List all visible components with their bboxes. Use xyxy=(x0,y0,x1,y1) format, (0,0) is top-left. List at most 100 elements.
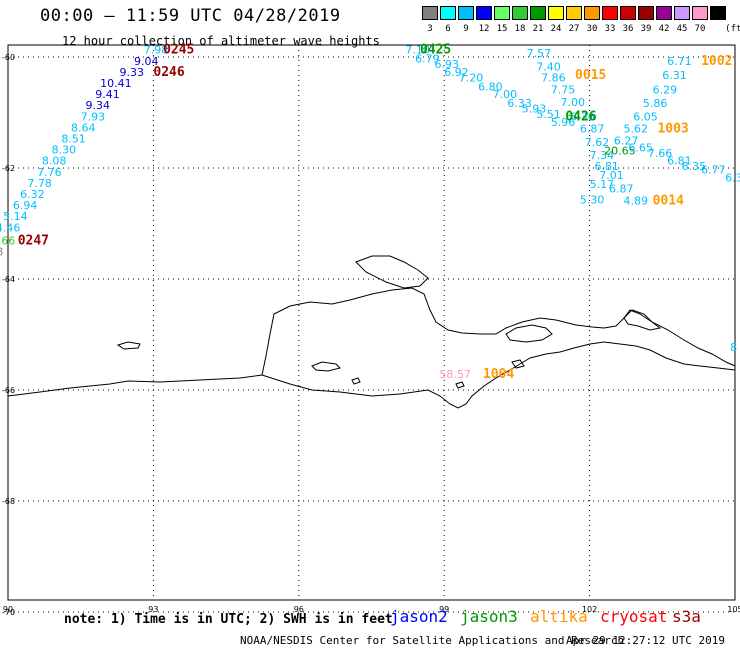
legend-label: 39 xyxy=(640,24,652,34)
legend-swatch xyxy=(512,6,528,20)
wave-height-value: 6.80 xyxy=(478,80,503,93)
legend-swatch xyxy=(620,6,636,20)
grid-lines xyxy=(8,45,735,613)
wave-height-value: 6.32 xyxy=(20,188,45,201)
wave-height-value: 7.10 xyxy=(405,44,430,57)
y-tick-label: -70 xyxy=(2,608,15,617)
legend-label: 36 xyxy=(622,24,634,34)
map-title: 00:00 – 11:59 UTC 04/28/2019 xyxy=(40,6,341,26)
wave-height-value: 5.86 xyxy=(643,97,668,110)
satellite-s3a: s3a xyxy=(672,607,701,626)
legend-swatch xyxy=(656,6,672,20)
satellite-jason3: jason3 xyxy=(460,607,518,626)
wave-height-value: 5.14 xyxy=(3,210,28,223)
axis-ticks: 90 93 96 99 102 105 -60 -62 -64 -66 -68 -70 xyxy=(2,53,740,617)
wave-height-value: 5.30 xyxy=(580,194,605,207)
wave-height-value: 7.98 xyxy=(144,44,169,57)
pass-time-label: 0425 xyxy=(420,43,451,58)
wave-height-value: 6.81 xyxy=(667,155,692,168)
wave-height-value: 6.92 xyxy=(444,66,469,79)
wave-height-value: 6.93 xyxy=(435,58,460,71)
legend-label: 3 xyxy=(427,24,433,34)
x-tick-label: 102 xyxy=(582,605,597,614)
legend-swatch xyxy=(584,6,600,20)
island-small-west xyxy=(116,341,141,350)
wave-height-value: 6.36 xyxy=(570,110,595,123)
legend-swatch xyxy=(422,6,438,20)
wave-height-value: 8.51 xyxy=(61,132,86,145)
legend-swatch xyxy=(530,6,546,20)
wave-height-value: 6.87 xyxy=(609,182,634,195)
wave-height-value: 7.01 xyxy=(599,169,624,182)
coastline xyxy=(7,255,736,409)
pass-time-label: 1002 xyxy=(701,54,732,69)
wave-height-value: 9.04 xyxy=(134,55,159,68)
wave-height-value: 8.08 xyxy=(42,155,67,168)
wave-height-value: 8.64 xyxy=(71,121,96,134)
wave-height-value: 7.62 xyxy=(585,136,610,149)
pass-time-label: 0247 xyxy=(18,234,49,249)
satellite-altika: altika xyxy=(530,607,588,626)
legend-label: 45 xyxy=(676,24,688,34)
island-tiny-east xyxy=(455,381,465,389)
pass-time-label: 1004 xyxy=(483,367,514,382)
legend-swatch xyxy=(692,6,708,20)
legend-swatch xyxy=(458,6,474,20)
wave-height-value: 9.41 xyxy=(95,88,120,101)
legend-swatch xyxy=(494,6,510,20)
y-tick-label: -66 xyxy=(2,386,15,395)
wave-height-value: 5.17 xyxy=(590,178,615,191)
wave-height-value: 7.78 xyxy=(27,177,51,190)
x-tick-label: 96 xyxy=(294,605,304,614)
pass-time-label: 0245 xyxy=(163,43,194,58)
legend-label: 18 xyxy=(514,24,526,34)
legend-swatch xyxy=(476,6,492,20)
x-tick-label: 93 xyxy=(148,605,158,614)
legend-label: 42 xyxy=(658,24,670,34)
legend-swatch xyxy=(674,6,690,20)
wave-height-value: 5.93 xyxy=(522,103,547,116)
x-tick-label: 90 xyxy=(3,605,13,614)
wave-height-value: 58.57 xyxy=(439,368,471,381)
pass-time-label: 0426 xyxy=(565,109,596,124)
legend-swatch xyxy=(602,6,618,20)
generated-timestamp: Apr 29 12:27:12 UTC 2019 xyxy=(566,634,725,647)
island-small-center xyxy=(311,361,341,372)
legend-label: 24 xyxy=(550,24,562,34)
wave-height-value: 10.41 xyxy=(100,77,132,90)
legend-swatch xyxy=(638,6,654,20)
wave-height-value: 20.65 xyxy=(604,145,636,158)
legend-label: 12 xyxy=(478,24,490,34)
pass-time-label: 0014 xyxy=(653,194,684,209)
wave-height-value: 5.62 xyxy=(624,122,649,135)
wave-height-value: 7.76 xyxy=(37,166,62,179)
y-tick-label: -68 xyxy=(2,497,15,506)
footer-note: note: 1) Time is in UTC; 2) SWH is in fe… xyxy=(64,612,393,627)
wave-height-value: 7.75 xyxy=(551,84,576,97)
wave-height-value: 6.05 xyxy=(633,110,658,123)
wave-height-value: 7.86 xyxy=(541,71,566,84)
wave-height-value: 6.94 xyxy=(13,199,37,212)
wave-height-value: 6.35 xyxy=(682,160,707,173)
wave-height-value: 16.66 xyxy=(0,235,15,248)
y-tick-label: -60 xyxy=(2,53,15,62)
pass-time-label: 0015 xyxy=(575,68,606,83)
wave-height-value: 9.34 xyxy=(86,99,111,112)
wave-height-value: 6.33 xyxy=(507,97,532,110)
legend-label: 30 xyxy=(586,24,598,34)
wave-height-value: 6.29 xyxy=(653,84,678,97)
wave-height-value: 6.87 xyxy=(580,122,605,135)
island-tiny-center xyxy=(351,377,361,385)
wave-height-labels: 7.989.049.3310.419.419.347.938.648.518.3… xyxy=(0,43,740,382)
wave-height-value: 8 xyxy=(730,341,737,354)
y-tick-label: -64 xyxy=(2,275,15,284)
x-tick-label: 99 xyxy=(439,605,449,614)
legend-label: 33 xyxy=(604,24,616,34)
island-shackleton xyxy=(355,255,429,289)
wave-height-value: 6.27 xyxy=(614,135,639,148)
pass-time-label: 1003 xyxy=(657,121,688,136)
wave-height-value: 6.71 xyxy=(667,55,692,68)
antarctic-coastline xyxy=(7,287,736,397)
legend-unit: (ft) xyxy=(725,24,740,34)
